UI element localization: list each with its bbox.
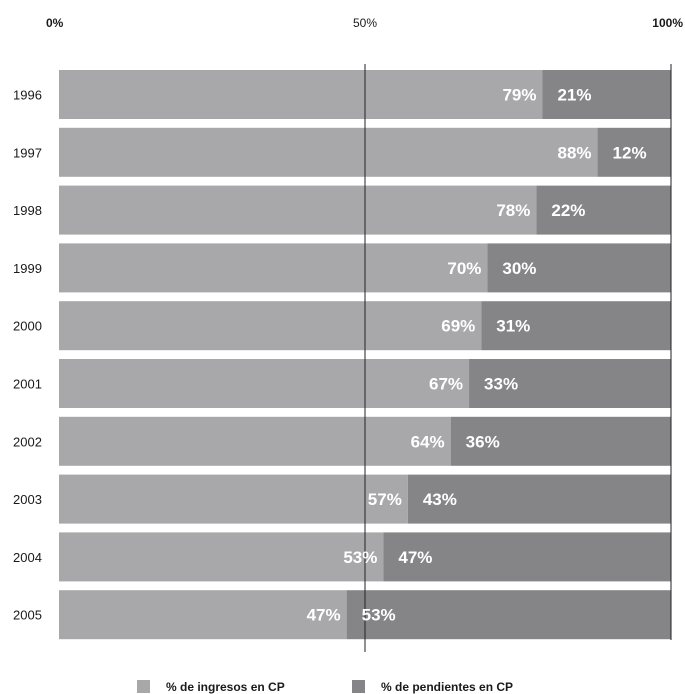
data-label-2005-series-2: 53%	[362, 606, 396, 625]
data-label-2000-series-2: 31%	[496, 317, 530, 336]
axis-lines-layer	[364, 64, 672, 652]
data-label-1999-series-2: 30%	[502, 259, 536, 278]
category-label-1998: 1998	[13, 203, 42, 218]
legend-label-series-2: % de pendientes en CP	[381, 680, 513, 694]
bar-2005-series-2	[346, 590, 671, 640]
data-label-2005-series-1: 47%	[307, 606, 341, 625]
bar-1996-series-2	[542, 70, 671, 119]
category-label-2003: 2003	[13, 492, 42, 507]
data-label-1998-series-1: 78%	[496, 201, 530, 220]
data-label-2004-series-1: 53%	[343, 548, 377, 567]
bar-1998-series-2	[536, 185, 671, 235]
category-label-2004: 2004	[13, 550, 42, 565]
bar-2004-series-1	[59, 532, 384, 582]
category-label-1999: 1999	[13, 261, 42, 276]
data-label-2004-series-2: 47%	[398, 548, 432, 567]
data-label-2001-series-2: 33%	[484, 375, 518, 394]
bar-1999-series-2	[487, 243, 671, 293]
bar-2005-series-1	[59, 590, 347, 640]
data-label-1996-series-2: 21%	[557, 86, 591, 105]
data-label-2003-series-2: 43%	[423, 490, 457, 509]
bar-2000-series-1	[59, 301, 482, 351]
data-label-1998-series-2: 22%	[551, 201, 585, 220]
bar-2002-series-1	[59, 416, 451, 466]
category-label-1997: 1997	[13, 145, 42, 160]
x-tick-label-0: 0%	[46, 16, 64, 30]
legend: % de ingresos en CP % de pendientes en CP	[137, 680, 513, 694]
data-label-2002-series-1: 64%	[411, 432, 445, 451]
bar-2002-series-2	[450, 416, 671, 466]
data-label-2000-series-1: 69%	[441, 317, 475, 336]
data-label-2001-series-1: 67%	[429, 375, 463, 394]
category-label-2001: 2001	[13, 377, 42, 392]
bar-2001-series-1	[59, 359, 470, 408]
bar-2003-series-2	[407, 474, 671, 524]
bar-2003-series-1	[59, 474, 408, 524]
data-label-1997-series-2: 12%	[613, 143, 647, 162]
category-label-2005: 2005	[13, 608, 42, 623]
bar-1997-series-2	[597, 127, 671, 177]
bar-2001-series-2	[469, 359, 671, 408]
bar-2000-series-2	[481, 301, 671, 351]
bars-layer	[59, 70, 671, 640]
legend-swatch-series-2	[352, 680, 365, 693]
x-tick-label-50: 50%	[353, 16, 377, 30]
category-label-2002: 2002	[13, 434, 42, 449]
bar-1999-series-1	[59, 243, 488, 293]
data-label-2003-series-1: 57%	[368, 490, 402, 509]
category-label-1996: 1996	[13, 88, 42, 103]
data-label-1997-series-1: 88%	[558, 143, 592, 162]
category-label-2000: 2000	[13, 319, 42, 334]
bar-1996-series-1	[59, 70, 543, 119]
bar-1997-series-1	[59, 127, 598, 177]
legend-label-series-1: % de ingresos en CP	[166, 680, 285, 694]
bar-1998-series-1	[59, 185, 537, 235]
data-label-2002-series-2: 36%	[466, 432, 500, 451]
x-tick-label-100: 100%	[652, 16, 683, 30]
data-label-1996-series-1: 79%	[502, 86, 536, 105]
legend-swatch-series-1	[137, 680, 150, 693]
bar-2004-series-2	[383, 532, 671, 582]
labels-layer: 79% 21% 1996 88% 12% 1997 78% 22% 1998 70% 30% 1999…	[13, 16, 683, 625]
data-label-1999-series-1: 70%	[447, 259, 481, 278]
